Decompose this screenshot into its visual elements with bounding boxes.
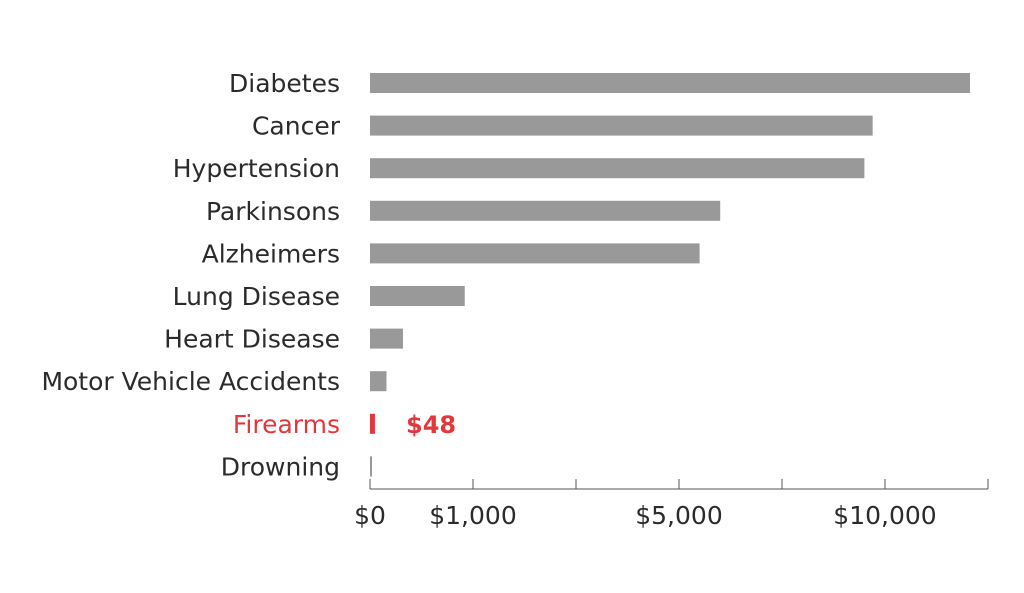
category-label-lung-disease: Lung Disease [173,282,340,311]
bar-lung-disease [370,286,465,306]
x-tick-label-5-000: $5,000 [635,501,722,530]
category-label-cancer: Cancer [252,112,341,141]
bar-drowning [370,456,372,477]
category-label-diabetes: Diabetes [229,69,340,98]
category-label-drowning: Drowning [221,452,340,481]
bars-layer: $48 [370,73,970,477]
category-label-alzheimers: Alzheimers [202,239,340,268]
x-axis: $0 $1,000 $5,000 $10,000 [354,479,989,530]
category-label-firearms: Firearms [233,410,340,439]
data-label-firearms: $48 [406,411,456,439]
bar-firearms [370,413,375,434]
bar-hypertension [370,158,865,179]
bar-cancer [370,115,873,136]
category-label-hypertension: Hypertension [173,154,340,183]
bar-heart-disease [370,328,403,349]
bar-diabetes [370,73,970,93]
category-labels: Diabetes Cancer Hypertension Parkinsons Alzh… [41,69,340,481]
x-tick-label-10-000: $10,000 [833,501,936,530]
bar-motor-vehicle-accidents [370,371,387,392]
bar-alzheimers [370,243,700,264]
category-label-parkinsons: Parkinsons [206,197,340,226]
x-tick-label-1-000: $1,000 [429,501,516,530]
bar-parkinsons [370,200,721,221]
x-tick-label-0: $0 [354,501,386,530]
category-label-heart-disease: Heart Disease [164,325,340,354]
category-label-motor-vehicle-accidents: Motor Vehicle Accidents [41,367,340,396]
